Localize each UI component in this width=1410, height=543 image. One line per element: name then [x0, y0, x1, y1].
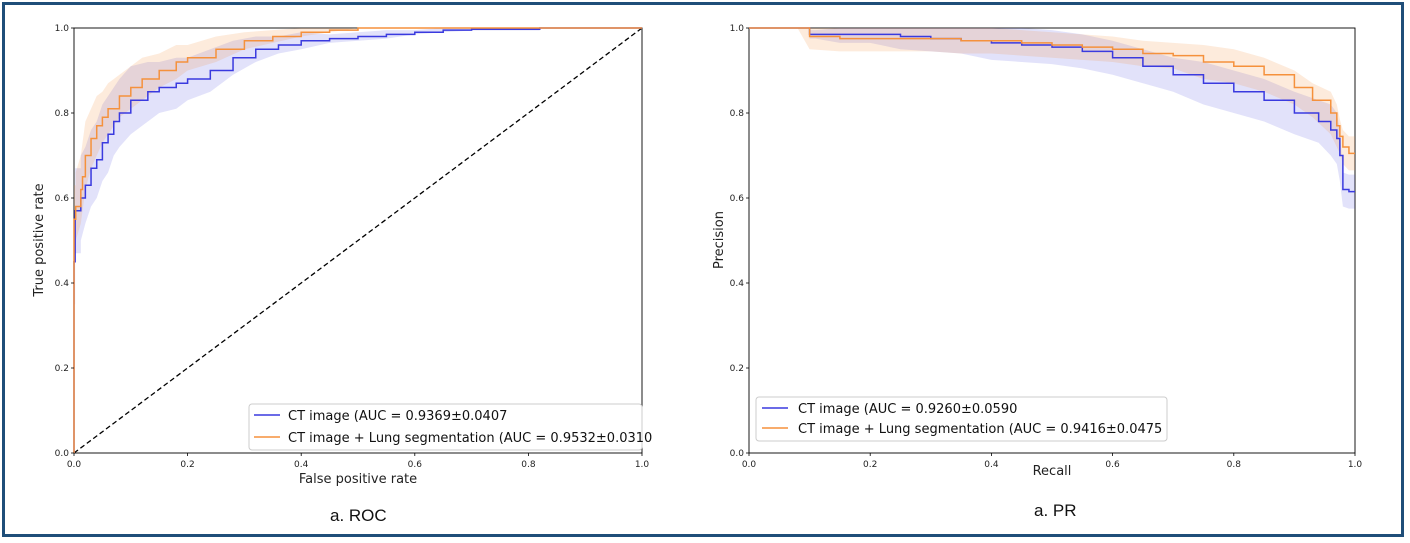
pr-legend-entry-2: CT image + Lung segmentation (AUC = 0.94… [798, 422, 1162, 437]
pr-caption: a. PR [1034, 501, 1077, 520]
roc-confidence-bands [74, 28, 642, 453]
roc-chance-line [73, 27, 643, 454]
figure-frame [2, 2, 1404, 537]
roc-x-tick-label: 1.0 [635, 460, 650, 470]
pr-confidence-bands [749, 28, 1355, 209]
roc-x-tick-label: 0.6 [408, 460, 423, 470]
roc-series-lines [73, 27, 643, 454]
pr-ticks: 0.0 0.2 0.4 0.6 0.8 1.0 0.0 0.2 0.4 0.6 0.8 1.0 [730, 24, 1363, 470]
roc-x-tick-label: 0.8 [521, 460, 536, 470]
pr-y-tick-label: 0.0 [730, 449, 745, 459]
pr-band-series-1 [749, 28, 1355, 209]
pr-x-tick-label: 0.4 [984, 460, 999, 470]
pr-y-tick-label: 1.0 [730, 24, 745, 34]
roc-legend: CT image (AUC = 0.9369±0.0407 CT image +… [248, 403, 652, 451]
pr-y-tick-label: 0.2 [730, 364, 744, 374]
pr-x-tick-label: 0.8 [1227, 460, 1242, 470]
roc-x-tick-label: 0.4 [294, 460, 309, 470]
roc-y-axis-label: True positive rate [32, 183, 47, 297]
pr-legend: CT image (AUC = 0.9260±0.0590 CT image +… [755, 396, 1168, 442]
roc-line-series-1 [73, 27, 642, 453]
roc-y-tick-label: 1.0 [55, 24, 70, 34]
roc-band-series-1 [74, 28, 642, 453]
pr-plot-area [748, 27, 1356, 454]
pr-y-tick-label: 0.6 [730, 194, 745, 204]
roc-x-tick-label: 0.0 [67, 460, 82, 470]
roc-legend-box [248, 403, 643, 451]
pr-line-series-1 [749, 27, 1355, 193]
roc-y-tick-label: 0.0 [55, 449, 70, 459]
roc-y-tick-label: 0.2 [55, 364, 69, 374]
pr-y-axis-label: Precision [712, 211, 727, 269]
roc-legend-entry-2: CT image + Lung segmentation (AUC = 0.95… [288, 431, 652, 446]
roc-panel: 0.0 0.2 0.4 0.6 0.8 1.0 0.0 0.2 0.4 0.6 0.8 1.0 Fal… [32, 24, 652, 487]
roc-x-axis-label: False positive rate [299, 472, 417, 487]
pr-legend-entry-1: CT image (AUC = 0.9260±0.0590 [798, 402, 1017, 417]
pr-line-series-2 [749, 27, 1355, 155]
roc-caption: a. ROC [330, 506, 387, 525]
roc-y-tick-label: 0.4 [55, 279, 70, 289]
roc-x-tick-label: 0.2 [180, 460, 194, 470]
pr-x-tick-label: 0.6 [1105, 460, 1120, 470]
roc-legend-entry-1: CT image (AUC = 0.9369±0.0407 [288, 409, 507, 424]
roc-y-tick-label: 0.8 [55, 109, 70, 119]
pr-legend-box [755, 396, 1168, 442]
roc-line-series-2 [73, 27, 642, 453]
pr-x-axis-label: Recall [1033, 464, 1072, 479]
pr-panel: 0.0 0.2 0.4 0.6 0.8 1.0 0.0 0.2 0.4 0.6 0.8 1.0 Rec… [712, 24, 1362, 479]
roc-y-tick-label: 0.6 [55, 194, 70, 204]
pr-series-lines [749, 27, 1355, 193]
pr-band-series-2 [749, 28, 1355, 171]
roc-band-series-2 [74, 28, 642, 453]
pr-x-tick-label: 1.0 [1348, 460, 1363, 470]
pr-x-tick-label: 0.0 [742, 460, 757, 470]
roc-ticks: 0.0 0.2 0.4 0.6 0.8 1.0 0.0 0.2 0.4 0.6 0.8 1.0 [55, 24, 650, 470]
pr-y-tick-label: 0.8 [730, 109, 745, 119]
pr-y-tick-label: 0.4 [730, 279, 745, 289]
pr-x-tick-label: 0.2 [863, 460, 877, 470]
